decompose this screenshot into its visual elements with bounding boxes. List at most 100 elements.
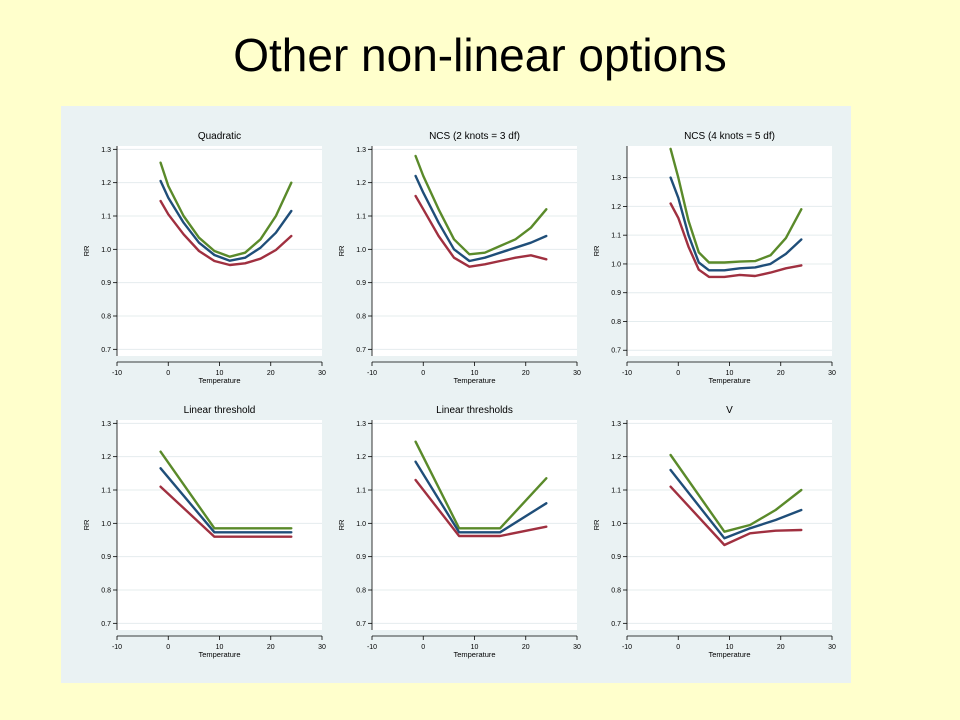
x-axis-label: Temperature: [453, 650, 495, 659]
x-tick-label: 30: [573, 370, 581, 377]
y-tick-label: 1.0: [101, 247, 111, 254]
x-tick-label: 10: [726, 644, 734, 651]
y-tick-label: 1.3: [611, 421, 621, 428]
y-tick-label: 1.2: [356, 454, 366, 461]
chart-figure: 1.3 1.2 1.1 1.0 0.9 0.8 0.7 -10 0 10 20 30 Temperatu…: [61, 106, 851, 683]
plot-area: [627, 420, 832, 630]
plot-area: [372, 146, 577, 356]
chart-panel: 1.3 1.2 1.1 1.0 0.9 0.8 0.7 -10 0 10 20 30 Temperatu…: [592, 405, 836, 659]
x-tick-label: 30: [318, 644, 326, 651]
y-tick-label: 1.3: [611, 175, 621, 182]
series-line: [669, 202, 803, 279]
x-tick-label: 10: [726, 370, 734, 377]
y-tick-label: 0.7: [101, 347, 111, 354]
y-tick-label: 1.1: [356, 488, 366, 495]
y-tick-label: 1.1: [101, 488, 111, 495]
series-line: [414, 440, 548, 530]
y-tick-label: 1.2: [611, 454, 621, 461]
y-tick-label: 1.1: [611, 233, 621, 240]
chart-title: NCS (4 knots = 5 df): [684, 131, 775, 142]
slide-title: Other non-linear options: [233, 29, 727, 81]
y-tick-label: 1.3: [356, 147, 366, 154]
x-tick-label: 0: [676, 644, 680, 651]
x-axis-label: Temperature: [198, 650, 240, 659]
y-tick-label: 0.7: [611, 348, 621, 355]
y-tick-label: 1.2: [356, 180, 366, 187]
chart-title: V: [726, 405, 733, 416]
series-line: [414, 460, 548, 534]
x-tick-label: 30: [828, 370, 836, 377]
y-tick-label: 1.1: [611, 488, 621, 495]
plot-area: [372, 420, 577, 630]
chart-title: Quadratic: [198, 131, 241, 142]
series-line: [159, 161, 293, 258]
y-tick-label: 0.9: [611, 290, 621, 297]
y-axis-label: RR: [592, 519, 601, 530]
y-tick-label: 0.8: [356, 314, 366, 321]
y-tick-label: 0.7: [611, 621, 621, 628]
series-line: [669, 147, 803, 264]
y-tick-label: 1.0: [101, 521, 111, 528]
x-tick-label: 0: [166, 644, 170, 651]
series-line: [159, 199, 293, 267]
y-tick-label: 0.8: [101, 314, 111, 321]
chart-panel: 1.3 1.2 1.1 1.0 0.9 0.8 0.7 -10 0 10 20 30 Temperatu…: [592, 131, 836, 385]
chart-title: Linear threshold: [184, 405, 256, 416]
x-tick-label: -10: [112, 644, 122, 651]
x-axis-label: Temperature: [708, 376, 750, 385]
x-tick-label: 0: [421, 644, 425, 651]
x-tick-label: 20: [777, 644, 785, 651]
y-axis-label: RR: [82, 245, 91, 256]
y-tick-label: 0.7: [356, 347, 366, 354]
x-tick-label: 20: [777, 370, 785, 377]
y-tick-label: 1.0: [356, 247, 366, 254]
x-tick-label: 0: [676, 370, 680, 377]
y-tick-label: 0.7: [356, 621, 366, 628]
series-line: [669, 176, 803, 272]
chart-panel: 1.3 1.2 1.1 1.0 0.9 0.8 0.7 -10 0 10 20 30 Temperatu…: [337, 131, 581, 385]
x-tick-label: 10: [471, 370, 479, 377]
x-axis-label: Temperature: [708, 650, 750, 659]
y-tick-label: 0.9: [101, 554, 111, 561]
x-tick-label: 0: [421, 370, 425, 377]
x-tick-label: 20: [267, 644, 275, 651]
y-tick-label: 1.3: [101, 147, 111, 154]
series-line: [159, 450, 293, 530]
y-axis-label: RR: [337, 519, 346, 530]
y-tick-label: 0.9: [101, 280, 111, 287]
y-axis-label: RR: [337, 245, 346, 256]
y-tick-label: 1.1: [356, 214, 366, 221]
series-line: [669, 468, 803, 540]
x-axis-label: Temperature: [198, 376, 240, 385]
y-tick-label: 1.0: [611, 521, 621, 528]
series-line: [414, 478, 548, 538]
chart-title: NCS (2 knots = 3 df): [429, 131, 520, 142]
y-tick-label: 0.8: [611, 588, 621, 595]
x-tick-label: 20: [522, 644, 530, 651]
series-line: [414, 154, 548, 256]
series-line: [669, 485, 803, 547]
y-tick-label: 0.8: [611, 319, 621, 326]
y-axis-label: RR: [82, 519, 91, 530]
y-tick-label: 0.8: [101, 588, 111, 595]
series-line: [669, 453, 803, 533]
x-tick-label: -10: [367, 644, 377, 651]
x-tick-label: 30: [573, 644, 581, 651]
chart-panel: 1.3 1.2 1.1 1.0 0.9 0.8 0.7 -10 0 10 20 30 Temperatu…: [337, 405, 581, 659]
series-line: [414, 194, 548, 268]
y-tick-label: 1.2: [101, 180, 111, 187]
y-tick-label: 1.3: [101, 421, 111, 428]
x-tick-label: -10: [112, 370, 122, 377]
x-tick-label: 30: [828, 644, 836, 651]
y-axis-label: RR: [592, 245, 601, 256]
series-line: [159, 467, 293, 534]
x-tick-label: 30: [318, 370, 326, 377]
plot-area: [117, 146, 322, 356]
chart-panel: 1.3 1.2 1.1 1.0 0.9 0.8 0.7 -10 0 10 20 30 Temperatu…: [82, 131, 326, 385]
x-axis-label: Temperature: [453, 376, 495, 385]
x-tick-label: 10: [216, 370, 224, 377]
x-tick-label: -10: [622, 644, 632, 651]
x-tick-label: 10: [471, 644, 479, 651]
y-tick-label: 1.2: [101, 454, 111, 461]
y-tick-label: 1.0: [611, 261, 621, 268]
